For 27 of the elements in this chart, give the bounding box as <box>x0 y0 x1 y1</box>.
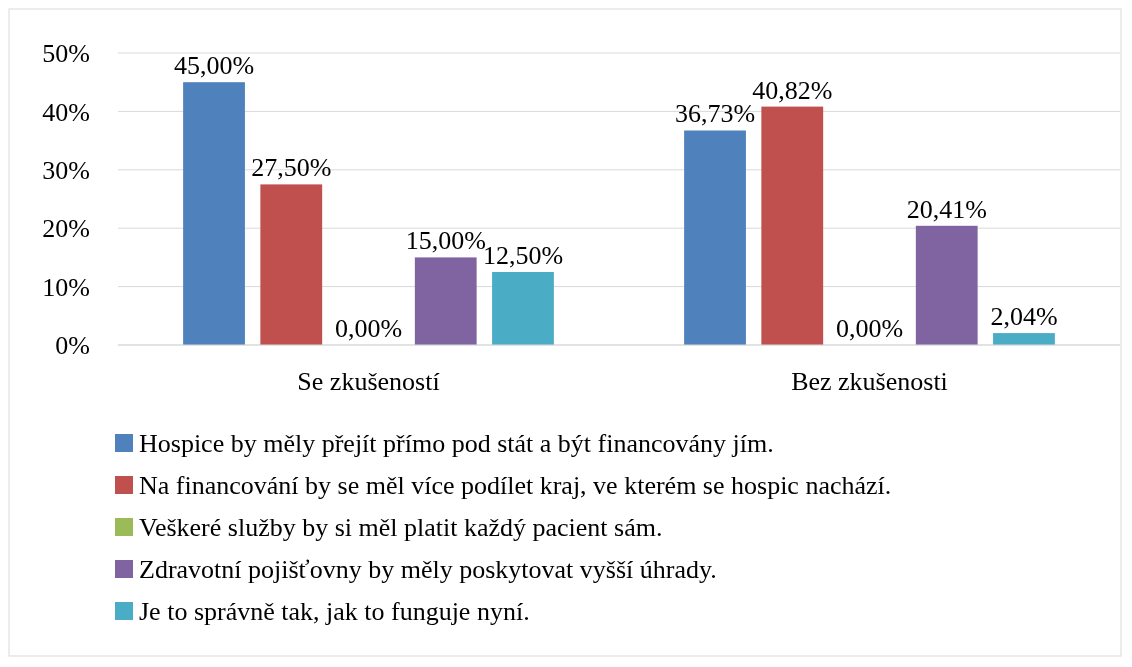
y-tick-label: 40% <box>42 97 90 127</box>
data-label: 0,00% <box>334 314 403 343</box>
y-tick-label: 20% <box>42 214 90 244</box>
y-tick-label: 30% <box>42 155 90 185</box>
x-tick-label: Se zkušeností <box>297 367 440 396</box>
bar <box>492 272 554 345</box>
y-tick-label: 50% <box>42 39 90 69</box>
bar <box>684 130 746 345</box>
legend-label: Hospice by měly přejít přímo pod stát a být financovány jím. <box>139 429 774 459</box>
y-tick-label: 10% <box>42 272 90 302</box>
data-label: 45,00% <box>173 51 255 81</box>
data-label: 2,04% <box>990 302 1058 332</box>
y-tick-label: 0% <box>55 331 90 361</box>
bar <box>915 225 978 345</box>
data-label: 0,00% <box>835 314 904 343</box>
legend-label: Je to správně tak, jak to funguje nyní. <box>139 597 530 627</box>
bar <box>993 333 1055 345</box>
data-label: 20,41% <box>906 194 987 224</box>
bar <box>761 106 824 345</box>
bar <box>183 82 245 345</box>
bar <box>414 257 477 345</box>
x-tick-label: Bez zkušenosti <box>791 367 948 396</box>
legend-label: Zdravotní pojišťovny by měly poskytovat vyšší úhrady. <box>139 555 717 585</box>
legend-label: Na financování by se měl více podílet kraj, ve kterém se hospic nachází. <box>139 471 892 501</box>
bar <box>260 184 323 345</box>
data-label: 27,50% <box>251 153 332 183</box>
legend-label: Veškeré služby by si měl platit každý pacient sám. <box>139 513 663 543</box>
